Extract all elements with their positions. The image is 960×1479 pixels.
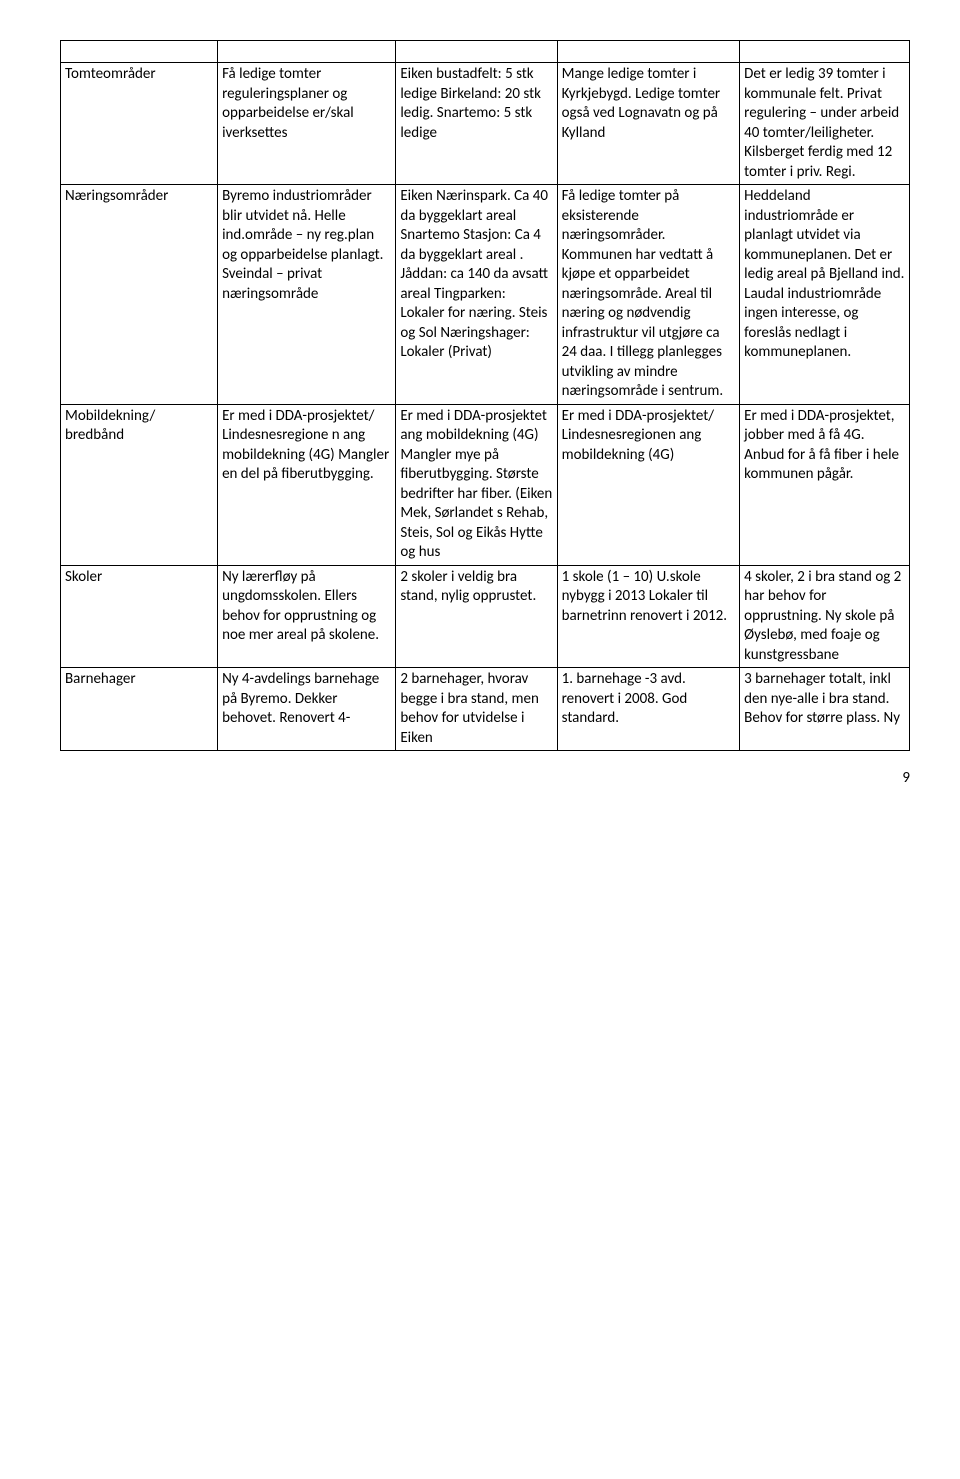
- table-cell: Få ledige tomter på eksisterende nærings…: [557, 185, 740, 405]
- table-cell: Heddeland industriområde er planlagt utv…: [740, 185, 910, 405]
- table-cell: [740, 41, 910, 63]
- table-cell: Ny 4-avdelings barnehage på Byremo. Dekk…: [218, 668, 396, 751]
- table-row: BarnehagerNy 4-avdelings barnehage på By…: [61, 668, 910, 751]
- table-cell: Mobildekning/ bredbånd: [61, 404, 218, 565]
- table-cell: Ny lærerfløy på ungdomsskolen. Ellers be…: [218, 565, 396, 668]
- table-cell: 2 barnehager, hvorav begge i bra stand, …: [396, 668, 557, 751]
- table-cell: [557, 41, 740, 63]
- table-cell: [396, 41, 557, 63]
- table-cell: Er med i DDA-prosjektet/ Lindesnesregion…: [557, 404, 740, 565]
- table-row: NæringsområderByremo industriområder bli…: [61, 185, 910, 405]
- table-cell: Er med i DDA-prosjektet/ Lindesnesregion…: [218, 404, 396, 565]
- table-cell: Næringsområder: [61, 185, 218, 405]
- table-cell: Mange ledige tomter i Kyrkjebygd. Ledige…: [557, 63, 740, 185]
- table-cell: Eiken Nærinspark. Ca 40 da byggeklart ar…: [396, 185, 557, 405]
- data-table: TomteområderFå ledige tomter regulerings…: [60, 40, 910, 751]
- table-cell: Barnehager: [61, 668, 218, 751]
- table-cell: 1. barnehage -3 avd. renovert i 2008. Go…: [557, 668, 740, 751]
- table-cell: Byremo industriområder blir utvidet nå. …: [218, 185, 396, 405]
- table-cell: 1 skole (1 – 10) U.skole nybygg i 2013 L…: [557, 565, 740, 668]
- table-cell: Det er ledig 39 tomter i kommunale felt.…: [740, 63, 910, 185]
- table-row: TomteområderFå ledige tomter regulerings…: [61, 63, 910, 185]
- table-row: [61, 41, 910, 63]
- table-cell: Få ledige tomter reguleringsplaner og op…: [218, 63, 396, 185]
- table-cell: Eiken bustadfelt: 5 stk ledige Birkeland…: [396, 63, 557, 185]
- table-cell: 4 skoler, 2 i bra stand og 2 har behov f…: [740, 565, 910, 668]
- table-row: Mobildekning/ bredbåndEr med i DDA-prosj…: [61, 404, 910, 565]
- table-cell: [218, 41, 396, 63]
- table-cell: 3 barnehager totalt, inkl den nye-alle i…: [740, 668, 910, 751]
- table-cell: Skoler: [61, 565, 218, 668]
- table-cell: 2 skoler i veldig bra stand, nylig oppru…: [396, 565, 557, 668]
- table-cell: Er med i DDA-prosjektet ang mobildekning…: [396, 404, 557, 565]
- table-cell: [61, 41, 218, 63]
- table-cell: Tomteområder: [61, 63, 218, 185]
- table-row: SkolerNy lærerfløy på ungdomsskolen. Ell…: [61, 565, 910, 668]
- page-number: 9: [60, 769, 910, 787]
- table-cell: Er med i DDA-prosjektet, jobber med å få…: [740, 404, 910, 565]
